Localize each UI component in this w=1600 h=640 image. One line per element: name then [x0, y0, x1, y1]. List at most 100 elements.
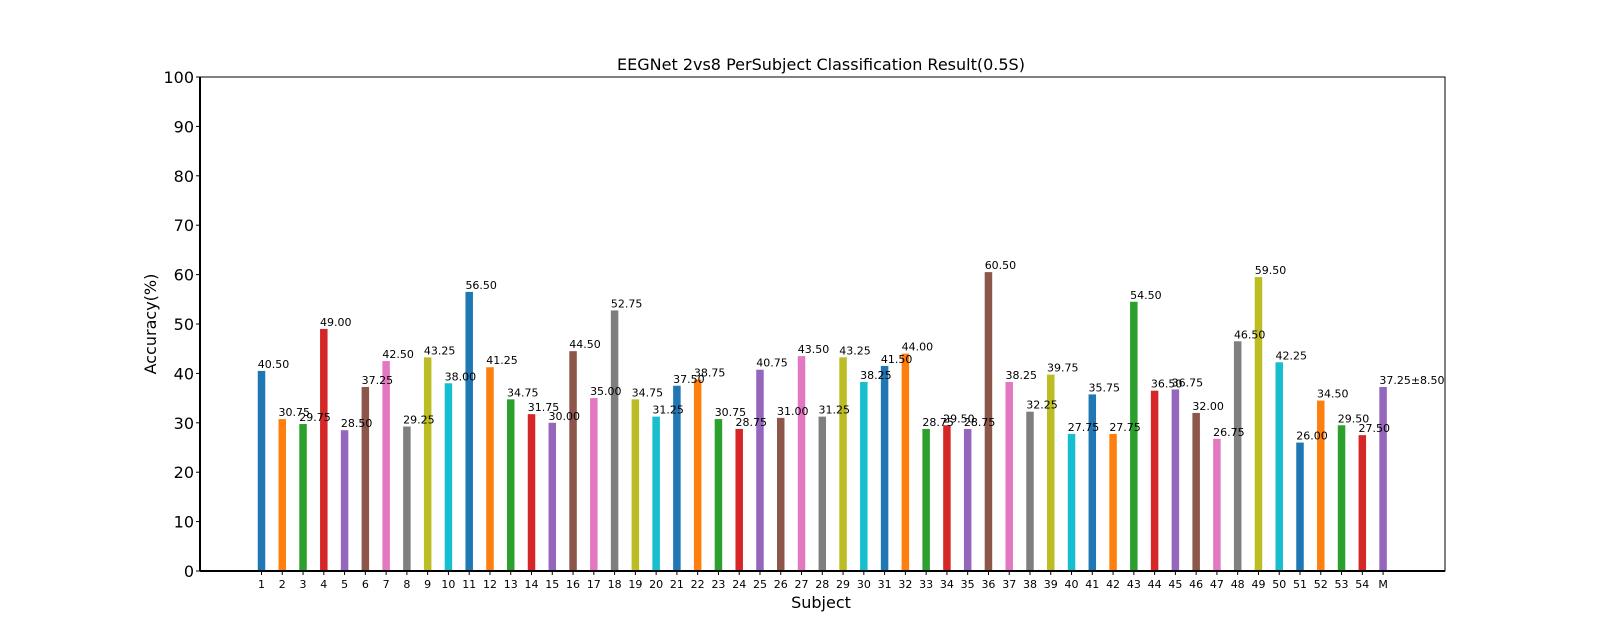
bar-29	[839, 357, 847, 571]
value-label-4: 49.00	[320, 316, 352, 329]
value-label-23: 30.75	[715, 406, 747, 419]
x-tick-label-5: 5	[341, 578, 348, 591]
x-tick-label-20: 20	[649, 578, 663, 591]
y-tick-label: 70	[174, 216, 194, 235]
x-tick-label-16: 16	[566, 578, 580, 591]
bar-34	[943, 425, 951, 571]
value-label-51: 26.00	[1296, 430, 1328, 443]
value-label-5: 28.50	[341, 417, 373, 430]
value-label-28: 31.25	[819, 404, 851, 417]
bar-1	[257, 370, 266, 571]
x-tick-label-38: 38	[1023, 578, 1037, 591]
x-tick-label-30: 30	[857, 578, 871, 591]
x-tick-label-4: 4	[320, 578, 327, 591]
value-label-12: 41.25	[486, 354, 517, 367]
x-tick-label-41: 41	[1085, 578, 1099, 591]
x-tick-label-25: 25	[753, 578, 767, 591]
x-tick-label-39: 39	[1044, 578, 1058, 591]
bar-20	[652, 416, 660, 571]
bar-42	[1109, 433, 1117, 571]
bar-12	[486, 367, 494, 571]
value-label-3: 29.75	[299, 411, 331, 424]
x-tick-label-42: 42	[1106, 578, 1120, 591]
value-label-13: 34.75	[507, 386, 539, 399]
bar-3	[299, 424, 307, 571]
x-tick-label-51: 51	[1293, 578, 1307, 591]
value-label-9: 43.25	[424, 344, 456, 357]
value-label-17: 35.00	[590, 385, 622, 398]
x-tick-label-52: 52	[1314, 578, 1328, 591]
x-tick-label-7: 7	[383, 578, 390, 591]
value-label-36: 60.50	[985, 259, 1017, 272]
x-tick-label-14: 14	[525, 578, 539, 591]
value-label-30: 38.25	[860, 369, 892, 382]
value-label-25: 40.75	[756, 357, 788, 370]
x-tick-label-40: 40	[1065, 578, 1079, 591]
x-tick-label-15: 15	[545, 578, 559, 591]
value-label-18: 52.75	[611, 297, 643, 310]
x-tick-label-8: 8	[403, 578, 410, 591]
x-tick-label-11: 11	[462, 578, 476, 591]
x-tick-label-47: 47	[1210, 578, 1224, 591]
value-label-49: 59.50	[1255, 264, 1287, 277]
y-tick-label: 30	[174, 414, 194, 433]
bar-16	[569, 351, 577, 571]
bar-30	[860, 382, 868, 571]
bar-49	[1254, 277, 1263, 571]
x-tick-label-24: 24	[732, 578, 746, 591]
value-label-M: 37.25±8.50	[1379, 374, 1444, 387]
bar-51	[1296, 442, 1304, 571]
bar-41	[1088, 394, 1097, 571]
bar-17	[590, 398, 598, 571]
y-tick-label: 10	[174, 513, 194, 532]
bar-25	[756, 369, 764, 571]
x-tick-label-9: 9	[424, 578, 431, 591]
x-tick-label-43: 43	[1127, 578, 1141, 591]
x-tick-label-49: 49	[1251, 578, 1265, 591]
bar-22	[693, 379, 702, 571]
value-label-10: 38.00	[445, 370, 477, 383]
value-label-34: 29.50	[943, 412, 975, 425]
bar-47	[1213, 438, 1221, 571]
x-tick-label-19: 19	[628, 578, 642, 591]
bar-50	[1275, 362, 1283, 571]
x-tick-label-53: 53	[1335, 578, 1349, 591]
value-label-21: 37.50	[673, 373, 705, 386]
value-label-33: 28.75	[922, 416, 954, 429]
value-label-7: 42.50	[382, 348, 414, 361]
x-tick-label-37: 37	[1002, 578, 1016, 591]
bar-18	[610, 310, 619, 571]
bar-4	[320, 328, 328, 571]
bar-11	[465, 291, 473, 571]
x-tick-label-32: 32	[898, 578, 912, 591]
bar-14	[527, 414, 536, 571]
x-tick-label-12: 12	[483, 578, 497, 591]
value-label-8: 29.25	[403, 414, 435, 427]
y-tick-label: 50	[174, 315, 194, 334]
bar-52	[1317, 400, 1325, 571]
bar-M	[1379, 386, 1387, 571]
bar-6	[361, 386, 370, 571]
x-tick-label-27: 27	[795, 578, 809, 591]
x-tick-label-35: 35	[961, 578, 975, 591]
y-tick-label: 0	[184, 562, 194, 581]
bar-24	[735, 428, 743, 571]
y-tick-label: 60	[174, 266, 194, 285]
x-tick-label-23: 23	[711, 578, 725, 591]
value-label-19: 34.75	[632, 386, 664, 399]
x-tick-label-21: 21	[670, 578, 684, 591]
bar-2	[278, 419, 287, 571]
value-label-43: 54.50	[1130, 289, 1162, 302]
value-label-52: 34.50	[1317, 388, 1349, 401]
bar-5	[340, 430, 349, 571]
value-label-1: 40.50	[258, 358, 290, 371]
x-tick-label-45: 45	[1168, 578, 1182, 591]
x-tick-label-10: 10	[441, 578, 455, 591]
value-label-6: 37.25	[362, 374, 394, 387]
x-tick-label-13: 13	[504, 578, 518, 591]
value-label-14: 31.75	[528, 401, 560, 414]
value-label-24: 28.75	[735, 416, 767, 429]
bars-layer	[257, 272, 1387, 571]
x-tick-label-M: M	[1378, 578, 1388, 591]
